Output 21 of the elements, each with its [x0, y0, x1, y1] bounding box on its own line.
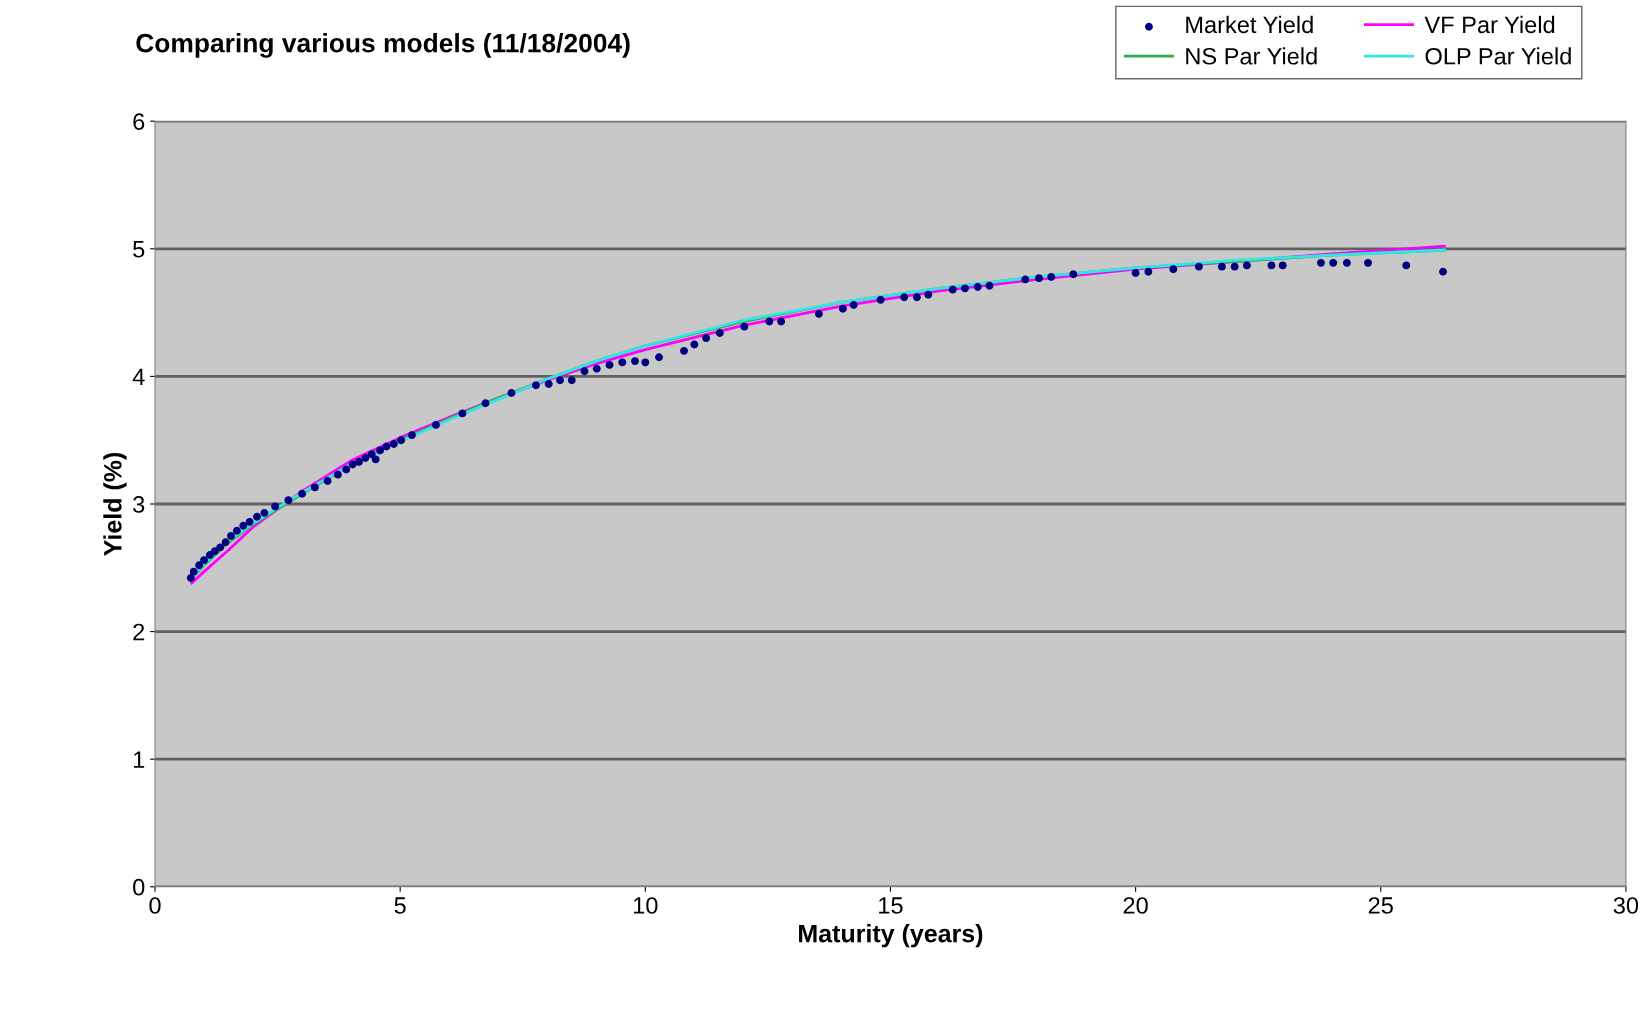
y-axis-title: Yield (%) — [103, 452, 127, 556]
x-tick-label: 30 — [1613, 897, 1639, 914]
x-tick-label: 25 — [1368, 897, 1393, 914]
legend-label: NS Par Yield — [1186, 47, 1317, 65]
chart-title: Comparing various models (11/18/2004) — [136, 33, 630, 58]
legend-label: OLP Par Yield — [1425, 47, 1571, 65]
y-tick-label: 5 — [133, 241, 145, 258]
legend-label: VF Par Yield — [1424, 15, 1555, 34]
y-tick-label: 4 — [132, 368, 145, 385]
y-tick-label: 1 — [133, 751, 145, 768]
y-tick-label: 3 — [133, 496, 145, 513]
y-tick-label: 0 — [133, 878, 145, 896]
y-tick-label: 2 — [133, 623, 145, 641]
y-tick-label: 6 — [133, 113, 145, 130]
x-tick-label: 15 — [879, 897, 903, 914]
x-tick-label: 20 — [1123, 897, 1148, 914]
x-tick-label: 10 — [633, 897, 658, 914]
x-tick-label: 5 — [394, 897, 406, 914]
x-axis-title: Maturity (years) — [799, 924, 983, 948]
legend-label: Market Yield — [1186, 15, 1313, 34]
x-tick-label: 0 — [149, 897, 161, 914]
